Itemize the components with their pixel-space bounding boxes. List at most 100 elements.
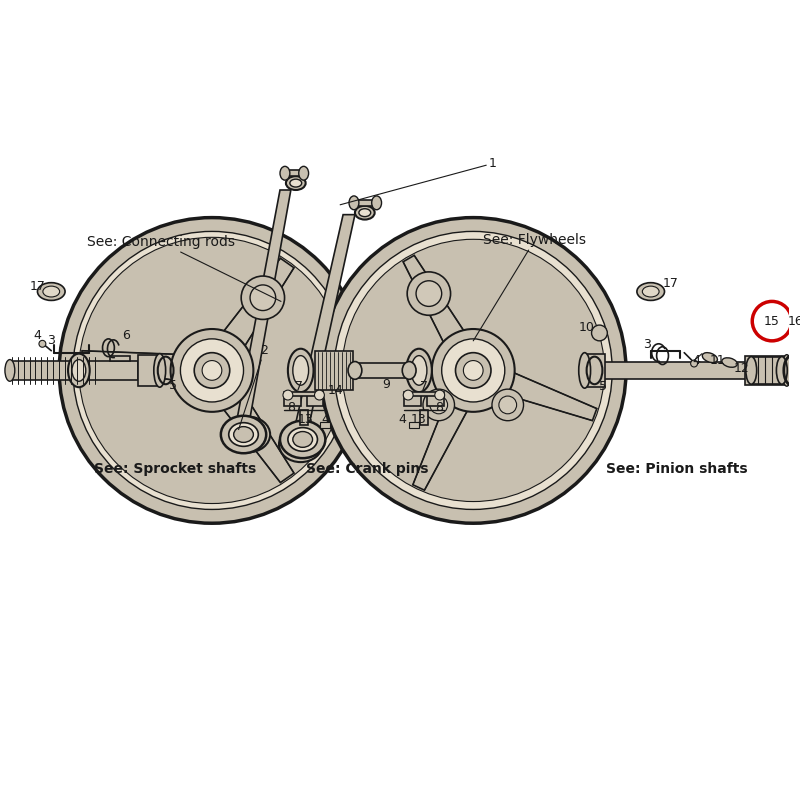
- Polygon shape: [212, 258, 294, 362]
- Text: 4: 4: [398, 414, 406, 426]
- Ellipse shape: [578, 353, 590, 388]
- Circle shape: [202, 361, 222, 380]
- Ellipse shape: [637, 282, 665, 301]
- Circle shape: [407, 272, 450, 315]
- Text: 8: 8: [434, 402, 442, 414]
- Polygon shape: [413, 383, 477, 490]
- Polygon shape: [746, 356, 786, 386]
- Ellipse shape: [702, 353, 718, 362]
- Circle shape: [455, 353, 491, 388]
- Text: 5: 5: [169, 378, 177, 392]
- Polygon shape: [427, 395, 444, 406]
- Polygon shape: [404, 392, 444, 396]
- Ellipse shape: [293, 431, 313, 447]
- Ellipse shape: [286, 176, 306, 190]
- Polygon shape: [354, 200, 377, 206]
- Text: See: Sprocket shafts: See: Sprocket shafts: [94, 462, 256, 476]
- Ellipse shape: [348, 362, 362, 379]
- Text: 4: 4: [34, 330, 42, 342]
- Ellipse shape: [287, 434, 314, 455]
- Ellipse shape: [411, 356, 427, 386]
- Ellipse shape: [229, 422, 258, 446]
- Circle shape: [334, 231, 612, 510]
- Ellipse shape: [280, 421, 326, 458]
- Circle shape: [314, 390, 324, 400]
- Circle shape: [241, 276, 285, 319]
- Circle shape: [321, 218, 626, 523]
- Polygon shape: [284, 392, 323, 396]
- Polygon shape: [138, 354, 160, 386]
- Text: 13: 13: [298, 414, 314, 426]
- Bar: [315, 350, 353, 390]
- Circle shape: [403, 390, 413, 400]
- Circle shape: [59, 218, 365, 523]
- Circle shape: [442, 339, 505, 402]
- Text: 17: 17: [30, 280, 46, 293]
- Polygon shape: [586, 362, 750, 379]
- Text: 6: 6: [122, 330, 130, 342]
- Text: 4: 4: [322, 414, 330, 426]
- Ellipse shape: [221, 416, 266, 454]
- Ellipse shape: [690, 360, 698, 367]
- Ellipse shape: [234, 426, 254, 442]
- Text: See: Crank pins: See: Crank pins: [306, 462, 428, 476]
- Polygon shape: [81, 350, 194, 382]
- Text: 7: 7: [294, 380, 302, 393]
- Ellipse shape: [234, 424, 262, 446]
- Polygon shape: [355, 362, 409, 378]
- Circle shape: [181, 339, 243, 402]
- Polygon shape: [236, 190, 291, 426]
- Ellipse shape: [290, 179, 302, 187]
- Circle shape: [73, 231, 351, 510]
- Polygon shape: [487, 365, 597, 421]
- Ellipse shape: [777, 357, 787, 384]
- Polygon shape: [294, 214, 355, 431]
- Bar: [321, 422, 330, 428]
- Polygon shape: [404, 395, 421, 406]
- Polygon shape: [403, 255, 474, 360]
- Polygon shape: [585, 354, 606, 387]
- Ellipse shape: [359, 209, 370, 217]
- Ellipse shape: [349, 196, 359, 210]
- Circle shape: [430, 396, 448, 414]
- Text: 5: 5: [599, 380, 607, 393]
- Polygon shape: [306, 395, 323, 406]
- Text: 11: 11: [710, 354, 726, 367]
- Text: See: Flywheels: See: Flywheels: [474, 234, 586, 341]
- Text: 1: 1: [340, 157, 497, 205]
- Circle shape: [194, 353, 230, 388]
- Text: 3: 3: [643, 338, 650, 351]
- Circle shape: [416, 281, 442, 306]
- Text: 15: 15: [764, 314, 780, 328]
- Ellipse shape: [406, 349, 432, 392]
- Circle shape: [283, 390, 293, 400]
- Text: 14: 14: [327, 384, 343, 397]
- Ellipse shape: [372, 196, 382, 210]
- Ellipse shape: [39, 340, 46, 347]
- Ellipse shape: [293, 356, 309, 386]
- Ellipse shape: [722, 358, 738, 367]
- Text: 17: 17: [662, 277, 678, 290]
- Text: 7: 7: [420, 380, 428, 393]
- Text: 13: 13: [411, 414, 427, 426]
- Circle shape: [423, 389, 454, 421]
- Text: 12: 12: [734, 362, 750, 375]
- Ellipse shape: [298, 166, 309, 180]
- Polygon shape: [420, 410, 428, 425]
- Polygon shape: [10, 361, 138, 380]
- Ellipse shape: [280, 166, 290, 180]
- Ellipse shape: [72, 359, 86, 382]
- Polygon shape: [212, 378, 294, 482]
- Ellipse shape: [38, 282, 65, 301]
- Circle shape: [432, 329, 514, 412]
- Ellipse shape: [43, 286, 60, 297]
- Ellipse shape: [782, 354, 792, 386]
- Circle shape: [250, 285, 276, 310]
- Polygon shape: [284, 395, 301, 406]
- Circle shape: [170, 329, 254, 412]
- Bar: [409, 422, 419, 428]
- Circle shape: [434, 390, 445, 400]
- Ellipse shape: [226, 417, 270, 452]
- Circle shape: [499, 396, 517, 414]
- Circle shape: [79, 238, 345, 503]
